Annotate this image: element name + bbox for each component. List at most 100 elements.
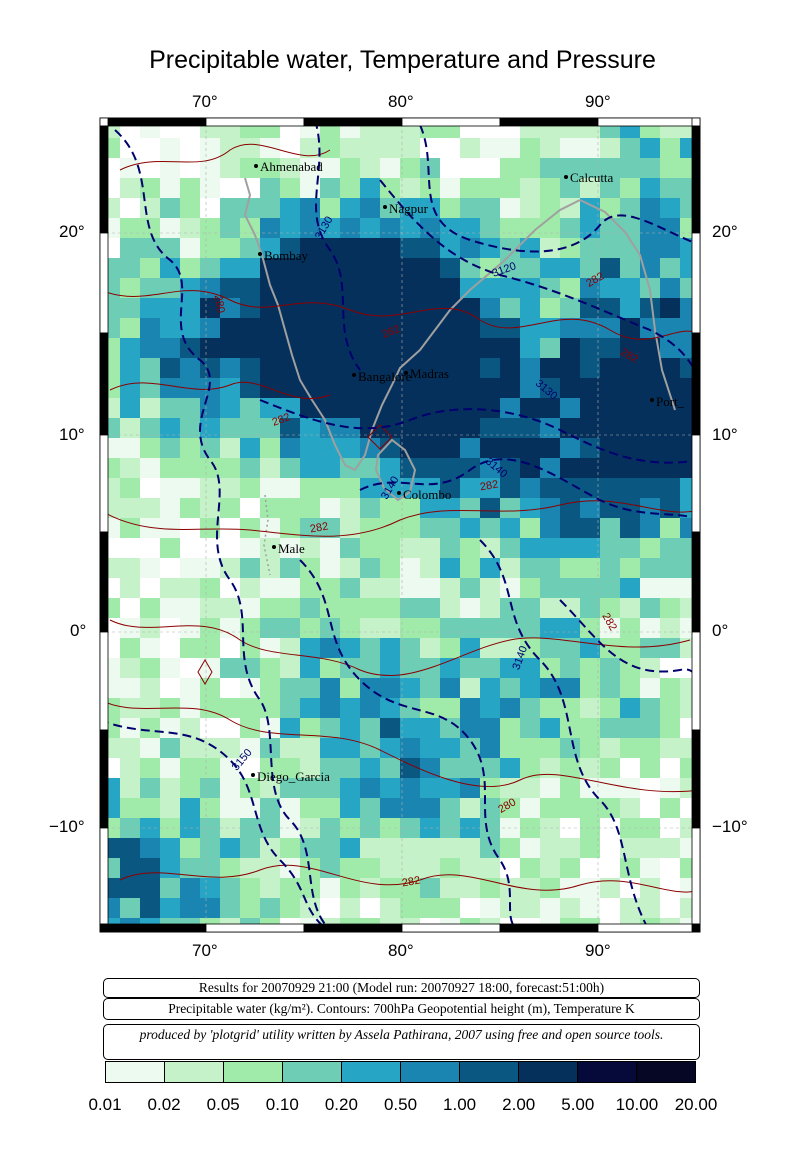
water-cell xyxy=(620,518,640,538)
water-cell xyxy=(640,398,660,418)
water-cell xyxy=(300,738,320,758)
water-cell xyxy=(480,638,500,658)
water-cell xyxy=(200,598,220,618)
water-cell xyxy=(380,878,400,898)
water-cell xyxy=(540,678,560,698)
water-cell xyxy=(560,498,580,518)
water-cell xyxy=(560,518,580,538)
water-cell xyxy=(280,818,300,838)
water-cell xyxy=(600,378,620,398)
water-cell xyxy=(200,478,220,498)
water-cell xyxy=(300,158,320,178)
water-cell xyxy=(500,338,520,358)
lat-tick-right-10: 10° xyxy=(712,425,738,444)
water-cell xyxy=(180,198,200,218)
water-cell xyxy=(640,418,660,438)
water-cell xyxy=(120,858,140,878)
frame-segment xyxy=(99,923,109,933)
water-cell xyxy=(120,878,140,898)
water-cell xyxy=(560,858,580,878)
water-cell xyxy=(440,698,460,718)
water-cell xyxy=(360,498,380,518)
water-cell xyxy=(320,578,340,598)
water-cell xyxy=(340,598,360,618)
frame-segment xyxy=(99,631,109,731)
water-cell xyxy=(320,838,340,858)
water-cell xyxy=(520,178,540,198)
water-cell xyxy=(600,878,620,898)
water-cell xyxy=(320,598,340,618)
water-cell xyxy=(260,458,280,478)
water-cell xyxy=(560,778,580,798)
water-cell xyxy=(420,858,440,878)
water-cell xyxy=(620,738,640,758)
water-cell xyxy=(300,178,320,198)
water-cell xyxy=(440,518,460,538)
water-cell xyxy=(240,838,260,858)
water-cell xyxy=(360,618,380,638)
water-cell xyxy=(200,258,220,278)
water-cell xyxy=(180,678,200,698)
water-cell xyxy=(620,578,640,598)
water-cell xyxy=(240,718,260,738)
water-cell xyxy=(580,618,600,638)
water-cell xyxy=(200,578,220,598)
water-cell xyxy=(360,518,380,538)
water-cell xyxy=(180,638,200,658)
water-cell xyxy=(200,698,220,718)
water-cell xyxy=(220,738,240,758)
water-cell xyxy=(200,438,220,458)
water-cell xyxy=(160,838,180,858)
water-cell xyxy=(140,258,160,278)
water-cell xyxy=(540,778,560,798)
water-cell xyxy=(580,518,600,538)
water-cell xyxy=(160,378,180,398)
water-cell xyxy=(520,598,540,618)
water-cell xyxy=(340,398,360,418)
water-cell xyxy=(240,258,260,278)
water-cell xyxy=(140,618,160,638)
colorbar-tick-label: 0.10 xyxy=(265,1095,299,1114)
water-cell xyxy=(180,218,200,238)
water-cell xyxy=(440,638,460,658)
water-cell xyxy=(140,318,160,338)
water-cell xyxy=(500,758,520,778)
water-cell xyxy=(300,878,320,898)
water-cell xyxy=(320,418,340,438)
water-cell xyxy=(300,278,320,298)
geopotential-contours xyxy=(100,119,700,932)
water-cell xyxy=(300,578,320,598)
water-cell xyxy=(160,338,180,358)
water-cell xyxy=(340,618,360,638)
frame-segment xyxy=(205,117,305,127)
water-cell xyxy=(200,678,220,698)
water-cell xyxy=(480,578,500,598)
water-cell xyxy=(420,598,440,618)
water-cell xyxy=(460,318,480,338)
water-cell xyxy=(320,238,340,258)
water-cell xyxy=(540,158,560,178)
water-cell xyxy=(140,418,160,438)
water-cell xyxy=(380,698,400,718)
water-cell xyxy=(320,798,340,818)
water-cell xyxy=(240,878,260,898)
water-cell xyxy=(560,738,580,758)
water-cell xyxy=(540,578,560,598)
water-cell xyxy=(340,158,360,178)
water-cell xyxy=(160,578,180,598)
water-cell xyxy=(220,458,240,478)
water-cell xyxy=(580,158,600,178)
water-cell xyxy=(220,158,240,178)
water-cell xyxy=(500,678,520,698)
water-cell xyxy=(500,518,520,538)
water-cell xyxy=(280,218,300,238)
water-cell xyxy=(180,338,200,358)
water-cell xyxy=(300,438,320,458)
colorbar-segment xyxy=(224,1062,283,1082)
water-cell xyxy=(160,398,180,418)
colorbar-tick-label: 10.00 xyxy=(615,1095,659,1114)
water-cell xyxy=(320,678,340,698)
water-cell xyxy=(460,398,480,418)
water-cell xyxy=(480,218,500,238)
water-cell xyxy=(240,198,260,218)
